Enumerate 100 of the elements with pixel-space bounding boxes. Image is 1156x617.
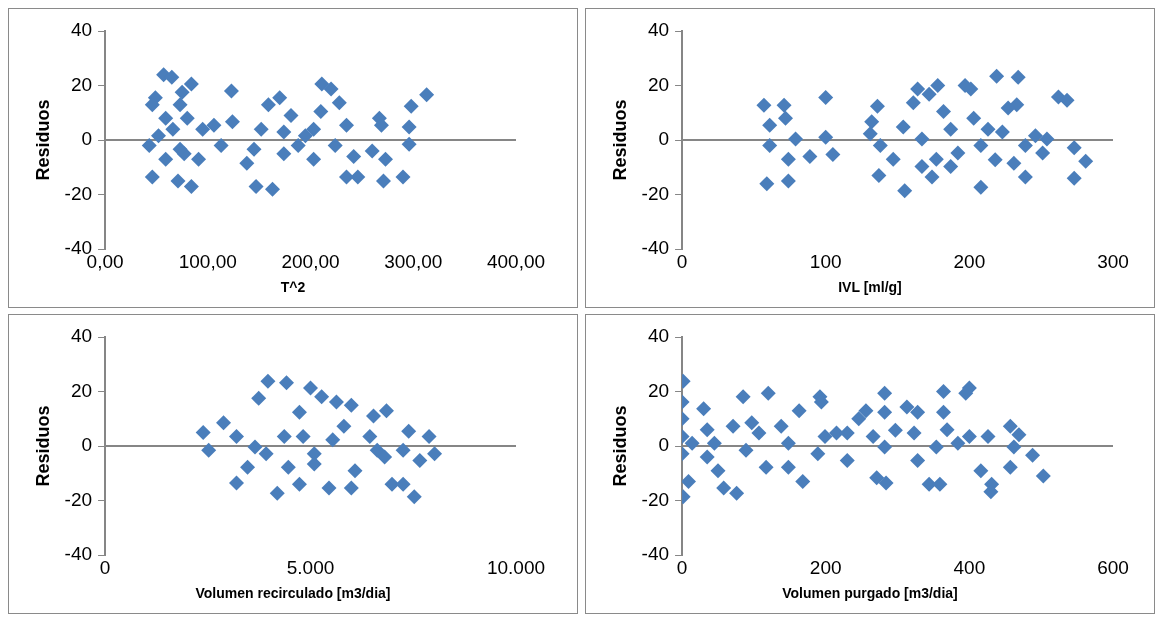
point	[164, 69, 180, 85]
point	[191, 151, 207, 167]
x-axis-title: T^2	[279, 279, 307, 295]
point	[403, 98, 419, 114]
point	[943, 159, 959, 175]
point	[195, 121, 211, 137]
point	[260, 373, 276, 389]
y-tick-label: 20	[70, 379, 93, 401]
point	[323, 81, 339, 97]
point	[240, 459, 256, 475]
y-tick-label: 0	[658, 434, 670, 456]
point	[336, 418, 352, 434]
x-tick-label: 600	[1097, 556, 1129, 578]
x-tick-label: 200,00	[281, 250, 340, 272]
point	[378, 151, 394, 167]
y-tick-label: -20	[641, 182, 670, 204]
x-tick-label: 5.000	[286, 556, 335, 578]
point	[306, 456, 322, 472]
point	[272, 90, 288, 106]
y-tick-label: -40	[641, 543, 670, 565]
x-axis-title: Volumen recirculado [m3/dia]	[194, 585, 392, 601]
point	[395, 476, 411, 492]
point	[924, 169, 940, 185]
point	[378, 403, 394, 419]
point	[297, 128, 313, 144]
y-tick-label: 0	[81, 434, 93, 456]
point	[1017, 169, 1033, 185]
point	[328, 394, 344, 410]
point	[401, 423, 417, 439]
x-tick-label: 200	[953, 250, 986, 272]
point	[914, 159, 930, 175]
point	[280, 459, 296, 475]
point	[980, 121, 996, 137]
point	[966, 110, 982, 126]
point	[327, 138, 343, 154]
point	[1027, 128, 1043, 144]
point	[239, 155, 255, 171]
point	[419, 87, 435, 103]
point	[174, 84, 190, 100]
point	[910, 81, 926, 97]
point	[375, 173, 391, 189]
x-tick-label: 200	[809, 556, 842, 578]
point	[1010, 69, 1026, 85]
point	[943, 121, 959, 137]
point	[406, 489, 422, 505]
x-tick-label: 0	[99, 556, 111, 578]
point	[314, 389, 330, 405]
point	[150, 128, 166, 144]
y-tick-label: 40	[70, 19, 93, 41]
y-tick-label: -40	[64, 543, 93, 565]
point	[338, 117, 354, 133]
y-tick-label: 20	[647, 379, 670, 401]
point	[283, 108, 299, 124]
point	[265, 181, 281, 197]
point	[195, 424, 211, 440]
point	[158, 151, 174, 167]
point	[165, 121, 181, 137]
point	[1017, 138, 1033, 154]
point	[269, 485, 285, 501]
point	[228, 429, 244, 445]
y-axis-title: Residuos	[32, 99, 53, 181]
y-axis-title: Residuos	[609, 99, 630, 181]
point	[295, 429, 311, 445]
point	[950, 145, 966, 161]
point	[914, 131, 930, 147]
point	[1059, 92, 1075, 108]
point	[278, 375, 294, 391]
point	[862, 126, 878, 142]
point	[869, 98, 885, 114]
point	[756, 97, 772, 113]
x-tick-label: 300	[1097, 250, 1129, 272]
point	[1035, 145, 1051, 161]
point	[788, 131, 804, 147]
point	[346, 148, 362, 164]
y-axis-title: Residuos	[609, 405, 630, 487]
point	[246, 141, 262, 157]
point	[1066, 140, 1082, 156]
point	[247, 439, 263, 455]
y-tick-label: -40	[641, 237, 670, 259]
point	[973, 138, 989, 154]
point	[776, 97, 792, 113]
point	[369, 442, 385, 458]
x-axis-title: Volumen purgado [m3/dia]	[781, 585, 959, 601]
y-tick-label: 0	[81, 128, 93, 150]
point	[306, 121, 322, 137]
point	[897, 183, 913, 199]
point	[306, 151, 322, 167]
y-tick-label: 40	[70, 325, 93, 347]
point	[365, 408, 381, 424]
y-tick-label: -20	[64, 182, 93, 204]
point	[290, 138, 306, 154]
point	[928, 151, 944, 167]
point	[395, 442, 411, 458]
point	[989, 68, 1005, 84]
point	[343, 397, 359, 413]
point	[818, 129, 834, 145]
x-tick-label: 100	[809, 250, 842, 272]
point	[427, 446, 443, 462]
point	[936, 103, 951, 119]
point	[258, 446, 274, 462]
